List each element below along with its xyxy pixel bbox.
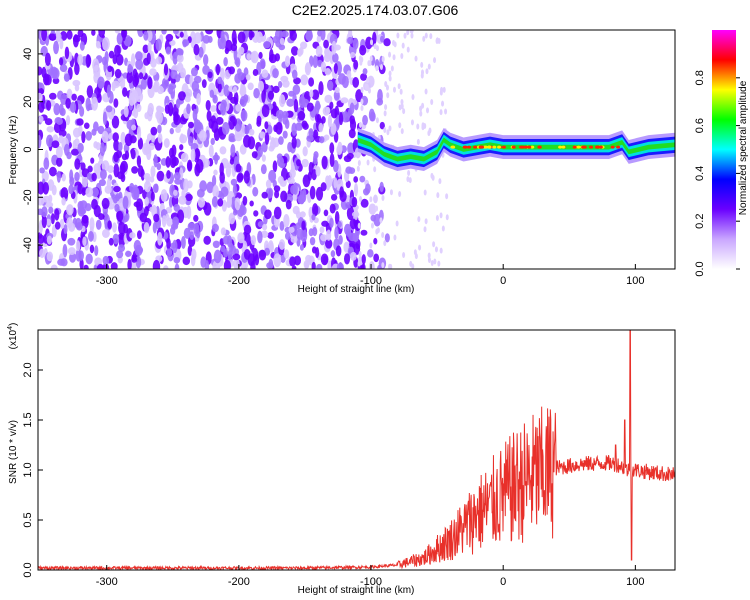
spectrogram-image [38,30,675,269]
x-tick-label: -100 [360,576,382,588]
y-tick-label: 0.5 [22,512,34,527]
y-tick-label: 1.5 [22,412,34,427]
y-tick-label: 40 [22,48,34,60]
spectrogram-x-label: Height of straight line (km) [298,284,415,295]
spectrogram-y-label: Frequency (Hz) [8,116,19,185]
y-tick-label: 2.0 [22,362,34,377]
y-tick-label: 1.0 [22,462,34,477]
colorbar-label: Normalized spectral amplitude [738,80,749,215]
colorbar-tick-label: 0.6 [694,118,706,133]
signal-band-core [357,137,675,162]
snr-plot-area [38,330,675,570]
snr-series-line [38,330,675,570]
snr-panel: -300 -200 -100 0 100 0.0 0.5 1.0 1.5 2.0 Height … [7,323,676,596]
x-tick-label: -300 [96,275,118,287]
x-tick-label: 100 [626,275,644,287]
colorbar: 0.0 0.2 0.4 0.6 0.8 Normalized spectral ampl… [694,30,749,277]
y-tick-label: 0.0 [22,562,34,577]
y-tick-label: -40 [22,237,34,253]
spectrogram-x-ticks: -300 -200 -100 0 100 [96,264,645,287]
snr-y-ticks: 0.0 0.5 1.0 1.5 2.0 [22,362,43,578]
y-tick-label: 20 [22,96,34,108]
colorbar-gradient [712,30,736,269]
snr-scale-label: (x104) [7,323,19,350]
x-tick-label: 0 [500,576,506,588]
y-tick-label: 0 [22,146,34,152]
colorbar-ticks: 0.0 0.2 0.4 0.6 0.8 [694,70,740,277]
x-tick-label: -300 [96,576,118,588]
snr-x-ticks: -300 -200 -100 0 100 [96,565,645,588]
colorbar-tick-label: 0.8 [694,70,706,85]
snr-scale-base: (x10 [8,329,19,349]
x-tick-label: -200 [228,576,250,588]
y-tick-label: -20 [22,189,34,205]
figure-title: C2E2.2025.174.03.07.G06 [292,2,459,18]
colorbar-tick-label: 0.4 [694,166,706,181]
snr-frame [37,329,676,571]
spectrogram-y-ticks: -40 -20 0 20 40 [22,48,43,253]
spectrogram-plot-area [38,30,675,269]
x-tick-label: -200 [228,275,250,287]
snr-x-label: Height of straight line (km) [298,585,415,596]
x-tick-label: 0 [500,275,506,287]
colorbar-tick-label: 0.0 [694,261,706,276]
snr-y-label: SNR (10 * v/v) [8,420,19,484]
snr-scale-exponent: 4 [7,326,14,330]
x-tick-label: -100 [360,275,382,287]
colorbar-tick-label: 0.2 [694,214,706,229]
x-tick-label: 100 [626,576,644,588]
